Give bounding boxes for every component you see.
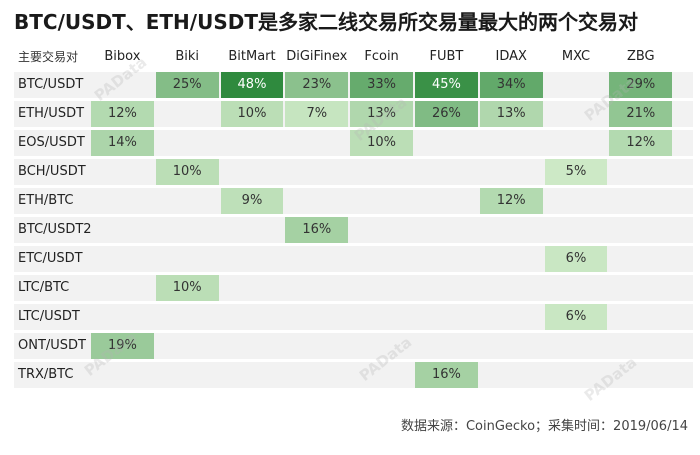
heatmap-cell: 33% (350, 72, 413, 98)
column-header-idax: IDAX (495, 49, 527, 64)
column-header-zbg: ZBG (626, 49, 655, 64)
heatmap-table: 主要交易对 Bibox Biki BitMart DiGiFinex Fcoin FUBT I… (14, 44, 693, 388)
row-label: LTC/USDT (18, 309, 80, 324)
heatmap-cell: 34% (479, 72, 543, 98)
heatmap-cell: 5% (544, 159, 608, 185)
source-note: 数据来源：CoinGecko；采集时间：2019/06/14 (400, 419, 688, 434)
heatmap-cell: 6% (544, 246, 608, 272)
heatmap-cell: 16% (415, 362, 478, 388)
heatmap-cell: 26% (415, 101, 478, 127)
heatmap-cell: 10% (155, 275, 219, 301)
column-header-fubt: FUBT (429, 49, 464, 64)
heatmap-cell: 19% (91, 333, 154, 359)
heatmap-cell: 13% (350, 101, 413, 127)
heatmap-cell: 12% (91, 101, 154, 127)
heatmap-cell: 29% (609, 72, 673, 98)
heatmap-cell: 10% (155, 159, 219, 185)
heatmap-cell: 9% (220, 188, 284, 214)
heatmap-cell: 10% (220, 101, 284, 127)
row-header-label: 主要交易对 (18, 50, 79, 64)
row-label: BTC/USDT2 (18, 222, 92, 237)
heatmap-cell: 13% (479, 101, 543, 127)
column-header-bibox: Bibox (104, 49, 141, 64)
column-header-bitmart: BitMart (228, 49, 276, 64)
heatmap-cell: 10% (350, 130, 413, 156)
row-band (14, 275, 693, 301)
row-label: BCH/USDT (18, 164, 86, 179)
heatmap-cell: 45% (415, 72, 478, 98)
row-label: EOS/USDT (18, 135, 85, 150)
column-header-fcoin: Fcoin (364, 49, 399, 64)
heatmap-cell: 21% (609, 101, 673, 127)
heatmap-cell: 23% (285, 72, 349, 98)
heatmap-cell: 25% (155, 72, 219, 98)
row-label: ONT/USDT (18, 338, 86, 353)
row-label: BTC/USDT (18, 77, 84, 92)
heatmap-cell: 14% (91, 130, 154, 156)
row-label: TRX/BTC (18, 367, 74, 382)
heatmap-cell: 16% (285, 217, 349, 243)
row-band (14, 217, 693, 243)
row-label: ETC/USDT (18, 251, 83, 266)
column-header-biki: Biki (175, 49, 200, 64)
row-band (14, 188, 693, 214)
row-band (14, 362, 693, 388)
heatmap-cell: 12% (479, 188, 543, 214)
column-header-mxc: MXC (561, 49, 591, 64)
heatmap-cell: 6% (544, 304, 608, 330)
heatmap-cell: 7% (285, 101, 349, 127)
chart-title: BTC/USDT、ETH/USDT是多家二线交易所交易量最大的两个交易对 (14, 10, 638, 34)
row-label: ETH/BTC (18, 193, 74, 208)
row-label: ETH/USDT (18, 106, 85, 121)
heatmap-cell: 48% (220, 72, 284, 98)
heatmap-cell: 12% (609, 130, 673, 156)
column-header-digifinex: DiGiFinex (286, 49, 348, 64)
row-label: LTC/BTC (18, 280, 70, 295)
